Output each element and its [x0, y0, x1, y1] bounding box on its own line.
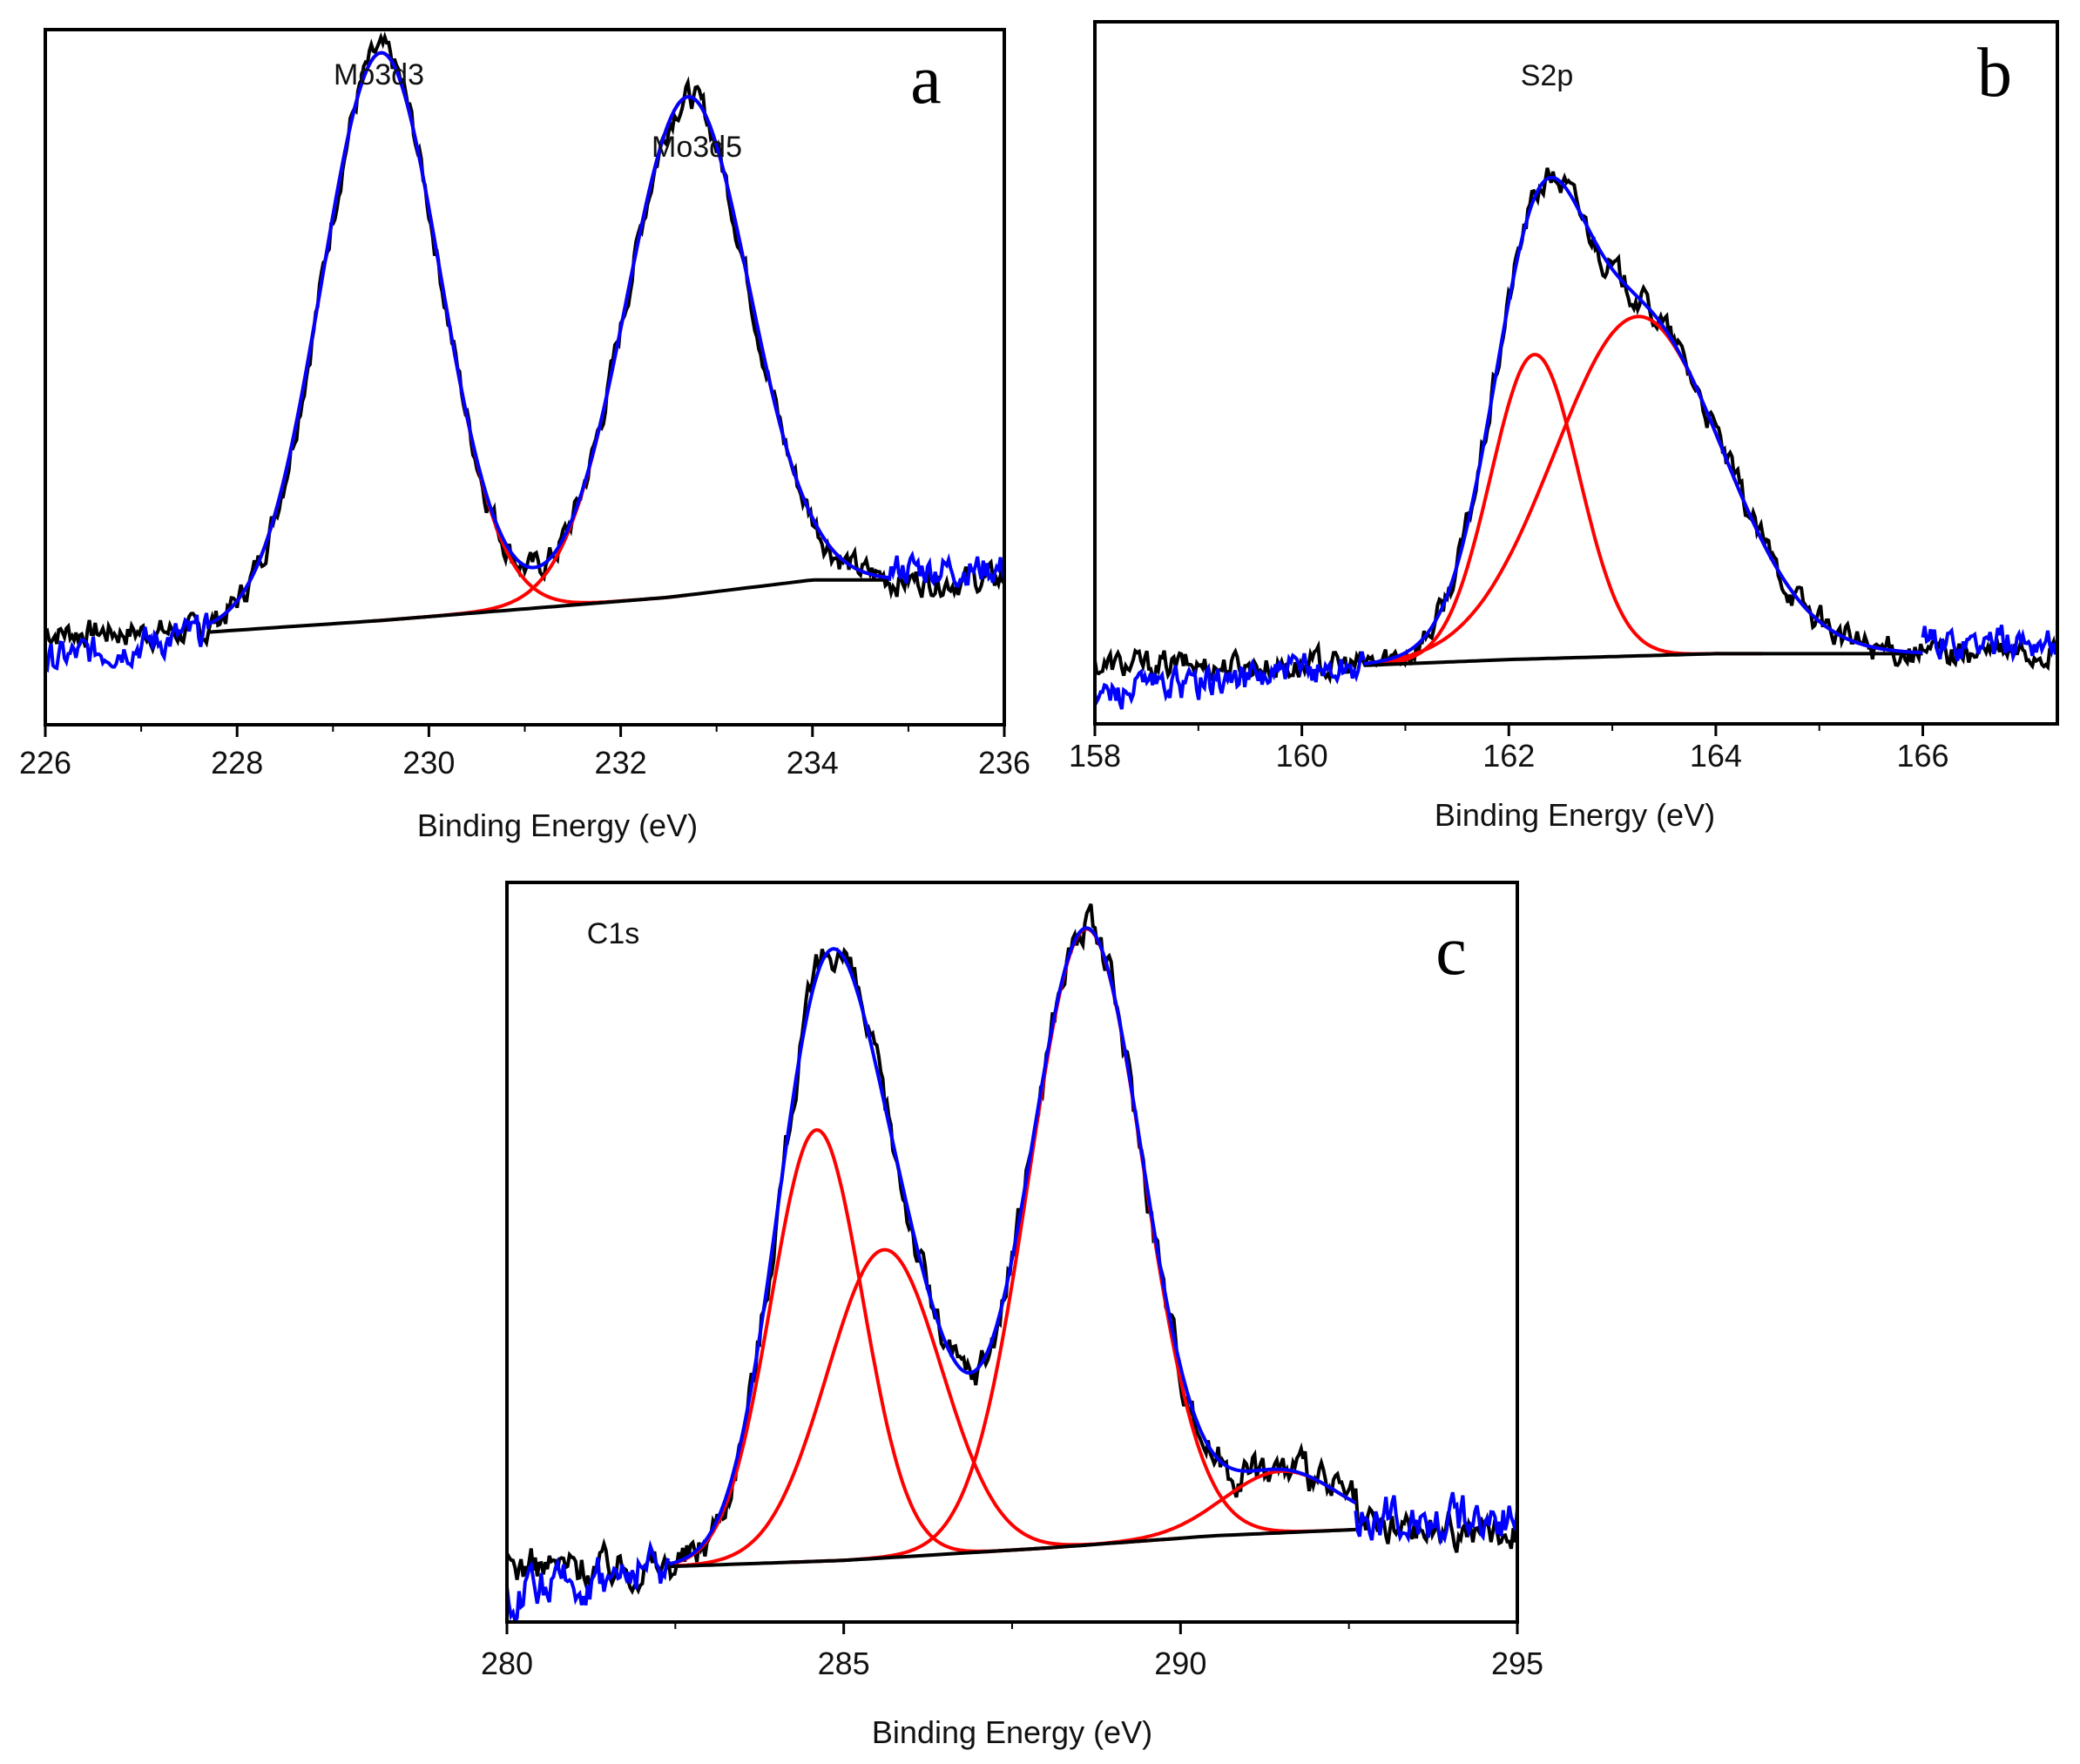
panel-c-xtick-label-295: 295 [1491, 1646, 1543, 1681]
panel-c-component-3 [789, 927, 1356, 1565]
panel-b-ticks: 158 160 162 164 166 [1069, 724, 1949, 774]
panel-a-component-2 [371, 95, 890, 623]
panel-b: 158 160 162 164 166 S2p b Binding Energy (eV… [1069, 20, 2059, 833]
panel-a-xtick-label-236: 236 [978, 745, 1030, 781]
panel-a-ticks: 226 228 230 232 234 236 [19, 725, 1030, 781]
panel-a-curves [45, 31, 1004, 673]
panel-b-frame [1093, 20, 2059, 726]
panel-b-xtick-label-160: 160 [1276, 738, 1328, 774]
panel-a-xtick-label-228: 228 [211, 745, 263, 781]
panel-c-fit-tail-1 [507, 1539, 671, 1622]
panel-a-envelope-fit [207, 51, 890, 626]
panel-a-component-1 [207, 51, 687, 626]
panel-a-annotation-2: Mo3d5 [652, 131, 742, 164]
panel-b-annotation-1: S2p [1521, 59, 1574, 92]
panel-b-background-line [1363, 652, 1923, 667]
panel-c-letter: c [1435, 913, 1467, 990]
panel-a-raw-data-line [45, 31, 1004, 655]
panel-a-fit-tail-2 [887, 550, 1004, 588]
panel-c-curves [507, 903, 1517, 1622]
panel-b-xtick-label-164: 164 [1690, 738, 1742, 774]
panel-a-letter: a [910, 42, 942, 118]
panel-a-xlabel: Binding Energy (eV) [417, 808, 698, 843]
panel-c-xtick-label-290: 290 [1154, 1646, 1206, 1681]
panel-b-letter: b [1977, 35, 2012, 112]
panel-b-curves [1095, 167, 2057, 710]
panel-b-component-2 [1363, 314, 1923, 666]
panel-c-component-2 [668, 1247, 1181, 1568]
panel-a-xtick-label-234: 234 [787, 745, 839, 781]
panel-a-annotation-1: Mo3d3 [334, 58, 424, 91]
panel-c-ticks: 280 285 290 295 [481, 1622, 1543, 1681]
panel-c-xtick-label-280: 280 [481, 1646, 533, 1681]
panel-b-xtick-label-166: 166 [1896, 738, 1948, 774]
panel-b-fit-tail-1 [1095, 651, 1366, 710]
panel-a-xtick-label-230: 230 [402, 745, 455, 781]
panel-a-xtick-label-232: 232 [595, 745, 647, 781]
panel-c-xtick-label-285: 285 [818, 1646, 870, 1681]
panel-b-xtick-label-158: 158 [1069, 738, 1121, 774]
panel-c-fit-tail-2 [1354, 1491, 1517, 1546]
panel-c: 280 285 290 295 C1s c Binding Energy (eV) [481, 881, 1543, 1750]
panel-a-background-line [208, 578, 889, 634]
panel-b-envelope-fit [1363, 175, 1923, 666]
panel-b-raw-data-line [1095, 167, 2057, 685]
panel-c-background-line [668, 1527, 1356, 1569]
panel-a: 226 228 230 232 234 236 Mo3d3 Mo3d5 a Binding… [19, 28, 1030, 843]
panel-b-xtick-label-162: 162 [1482, 738, 1535, 774]
panel-b-fit-tail-2 [1921, 625, 2057, 664]
panel-c-envelope-fit [668, 926, 1357, 1566]
panel-a-fit-tail-1 [45, 612, 211, 673]
panel-b-xlabel: Binding Energy (eV) [1435, 797, 1715, 833]
panel-c-xlabel: Binding Energy (eV) [872, 1714, 1152, 1750]
panel-c-raw-data-line [507, 903, 1517, 1595]
panel-c-annotation-1: C1s [587, 917, 639, 950]
panel-a-xtick-label-226: 226 [19, 745, 71, 781]
